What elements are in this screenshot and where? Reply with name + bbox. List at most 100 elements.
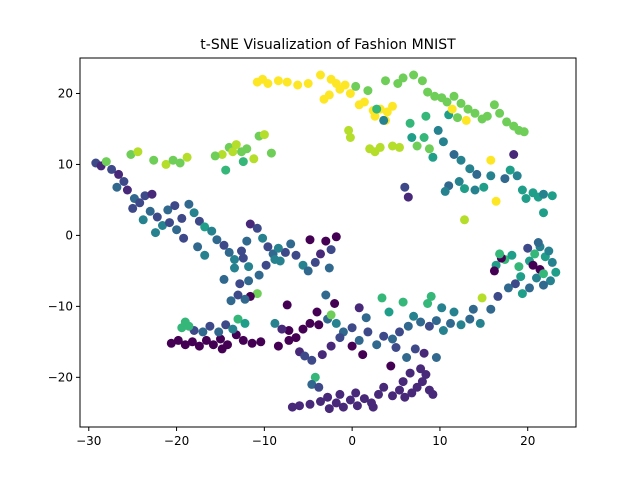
data-point (293, 80, 303, 90)
y-tick-label: 10 (58, 157, 73, 171)
data-point (270, 318, 280, 328)
data-point (295, 401, 304, 411)
data-point (502, 117, 512, 127)
data-point (428, 152, 438, 162)
data-point (409, 70, 419, 80)
data-point (238, 335, 248, 345)
data-point (472, 169, 482, 179)
data-point (517, 185, 527, 195)
data-point (166, 338, 176, 348)
data-point (259, 130, 269, 140)
chart-title: t-SNE Visualization of Fashion MNIST (200, 37, 456, 53)
data-point (539, 269, 548, 279)
data-point (519, 127, 529, 137)
data-point (182, 152, 192, 162)
data-point (310, 372, 320, 382)
data-point (261, 260, 271, 270)
data-point (187, 337, 197, 347)
data-point (310, 257, 320, 267)
data-point (224, 247, 234, 257)
data-point (282, 77, 292, 87)
data-point (233, 290, 243, 300)
data-point (326, 245, 336, 255)
data-point (219, 240, 229, 250)
data-point (460, 184, 469, 194)
data-point (217, 344, 227, 354)
data-point (233, 314, 243, 324)
data-point (321, 236, 331, 246)
data-point (395, 327, 404, 337)
data-point (391, 343, 401, 352)
y-tick-label: 20 (58, 86, 73, 100)
data-point (256, 337, 266, 347)
data-point (231, 140, 241, 150)
data-point (324, 404, 334, 414)
data-point (359, 394, 369, 404)
data-point (184, 321, 194, 331)
data-point (107, 164, 117, 174)
data-point (495, 108, 505, 118)
data-point (112, 182, 122, 192)
data-point (210, 151, 220, 161)
data-point (453, 113, 462, 123)
data-point (151, 228, 160, 238)
data-point (405, 118, 415, 128)
data-point (228, 324, 238, 334)
data-point (456, 98, 466, 108)
data-point (184, 199, 194, 209)
data-point (532, 273, 541, 283)
data-point (230, 255, 239, 264)
data-point (361, 313, 371, 323)
data-point (412, 141, 422, 151)
data-point (477, 293, 487, 303)
data-point (317, 350, 327, 360)
data-point (324, 263, 334, 273)
data-point (521, 194, 531, 203)
data-point (114, 169, 124, 179)
data-point (352, 401, 362, 411)
data-point (145, 206, 155, 216)
data-point (270, 255, 280, 264)
data-point (207, 226, 217, 236)
data-point (486, 304, 496, 314)
data-point (158, 221, 167, 230)
data-point (547, 257, 557, 267)
data-point (335, 333, 345, 343)
data-point (238, 253, 248, 263)
data-point (377, 293, 387, 303)
data-point (388, 334, 397, 344)
data-point (247, 338, 257, 348)
data-point (417, 76, 427, 86)
data-point (284, 335, 294, 345)
data-point (546, 276, 555, 286)
data-point (319, 94, 329, 104)
data-point (212, 235, 222, 245)
plot-frame (79, 57, 577, 428)
data-point (291, 333, 301, 343)
data-point (305, 399, 315, 409)
data-point (335, 389, 345, 399)
data-point (221, 165, 231, 175)
data-point (242, 144, 252, 154)
data-point (446, 318, 455, 328)
data-point (140, 191, 150, 201)
data-point (101, 157, 111, 167)
data-point (419, 348, 429, 358)
data-point (438, 137, 448, 147)
data-point (126, 150, 136, 159)
data-point (465, 164, 475, 174)
data-point (398, 297, 408, 307)
data-point (345, 89, 355, 98)
data-point (398, 377, 408, 387)
data-point (539, 208, 548, 218)
data-point (273, 243, 283, 253)
data-point (344, 125, 354, 135)
data-point (280, 247, 290, 257)
data-point (161, 159, 171, 169)
data-point (291, 250, 301, 260)
data-point (456, 155, 466, 165)
data-point (489, 100, 499, 110)
data-point (286, 239, 296, 249)
data-point (331, 398, 341, 408)
data-point (449, 150, 459, 159)
